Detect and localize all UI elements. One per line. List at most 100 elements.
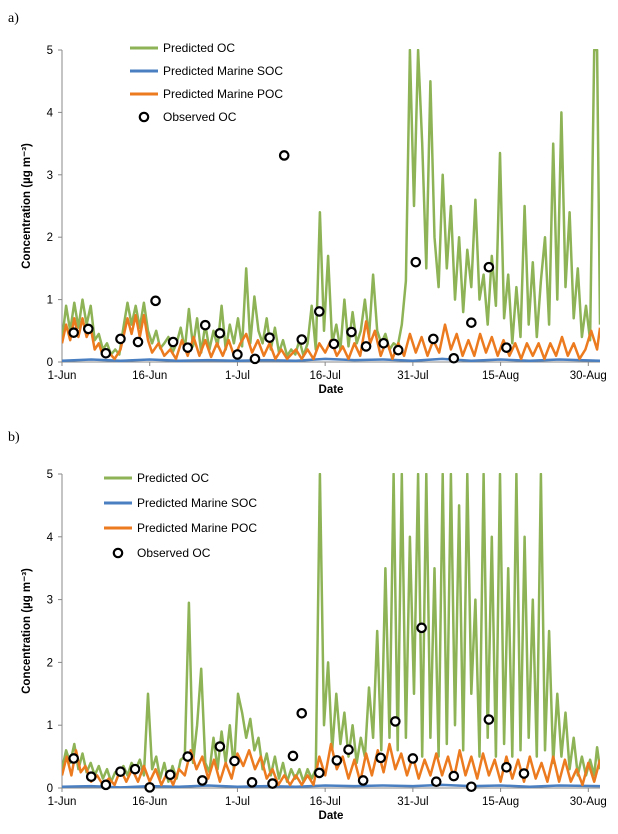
data-point-observed-oc: [328, 338, 340, 350]
data-point-observed-oc: [249, 353, 261, 365]
data-point-observed-oc: [68, 753, 79, 764]
data-point-observed-oc: [115, 333, 126, 345]
y-tick-label: 0: [47, 783, 53, 795]
chart-legend: Predicted OC Predicted Marine SOC Predicte…: [104, 471, 257, 560]
data-point-observed-oc: [501, 761, 512, 773]
data-point-observed-oc: [314, 767, 325, 779]
x-tick-label: 31-Jul: [397, 370, 428, 382]
x-axis-title: Date: [319, 810, 344, 822]
data-point-observed-oc: [346, 326, 357, 338]
series-line-predicted-oc: [62, 49, 600, 358]
y-tick-label: 2: [47, 657, 53, 669]
legend-marker-observed-oc: [138, 111, 150, 123]
legend-label: Predicted OC: [163, 41, 235, 55]
x-tick-label: 1-Jul: [225, 370, 250, 382]
x-tick-label: 31-Jul: [397, 796, 428, 808]
data-point-observed-oc: [331, 755, 343, 766]
x-tick-label: 16-Jul: [309, 796, 340, 808]
y-tick-label: 2: [47, 232, 53, 244]
x-tick-label: 30-Aug: [570, 370, 607, 382]
data-point-observed-oc: [390, 716, 401, 727]
chart-legend: Predicted OC Predicted Marine SOC Predicte…: [130, 41, 283, 124]
x-axis-title: Date: [319, 384, 344, 396]
data-point-observed-oc: [132, 336, 144, 348]
x-tick-label: 16-Jun: [132, 796, 167, 808]
y-tick-label: 3: [47, 595, 53, 607]
data-point-observed-oc: [182, 751, 194, 762]
data-point-observed-oc: [246, 777, 258, 788]
data-point-observed-oc: [360, 341, 372, 352]
data-point-observed-oc: [199, 319, 211, 331]
legend-label: Observed OC: [137, 546, 211, 560]
data-point-observed-oc: [150, 295, 161, 307]
series-observed-oc: [68, 622, 530, 793]
data-point-observed-oc: [392, 344, 404, 356]
legend-label: Predicted Marine SOC: [163, 64, 283, 78]
data-point-observed-oc: [428, 333, 439, 345]
x-tick-label: 15-Aug: [482, 796, 519, 808]
data-point-observed-oc: [296, 707, 308, 719]
data-point-observed-oc: [343, 744, 354, 755]
data-point-observed-oc: [378, 337, 389, 349]
y-tick-label: 4: [47, 107, 54, 119]
data-point-observed-oc: [448, 770, 460, 782]
x-tick-label: 15-Aug: [482, 370, 519, 382]
data-point-observed-oc: [229, 755, 240, 767]
series-observed-oc: [68, 150, 512, 365]
data-point-observed-oc: [129, 763, 141, 775]
data-point-observed-oc: [144, 782, 156, 793]
chart-panel-b: b) 0 1 2 3 4 5 1-Jun 16-Jun 1-Jul 16-Jul 31-Jul 15-A…: [8, 430, 607, 822]
data-point-observed-oc: [100, 347, 112, 359]
data-point-observed-oc: [375, 752, 387, 764]
y-tick-label: 4: [47, 532, 54, 544]
data-point-observed-oc: [416, 622, 427, 634]
data-point-observed-oc: [518, 768, 530, 779]
data-point-observed-oc: [214, 741, 226, 752]
data-point-observed-oc: [410, 256, 422, 268]
x-tick-label: 30-Aug: [570, 796, 607, 808]
data-point-observed-oc: [278, 150, 290, 161]
data-point-observed-oc: [232, 349, 243, 360]
data-point-observed-oc: [197, 775, 208, 786]
data-point-observed-oc: [296, 334, 308, 345]
y-tick-label: 3: [47, 170, 53, 182]
data-point-observed-oc: [448, 352, 460, 364]
x-tick-label: 16-Jun: [132, 370, 167, 382]
legend-label: Observed OC: [163, 110, 237, 124]
data-point-observed-oc: [430, 776, 442, 788]
data-point-observed-oc: [115, 766, 126, 777]
data-point-observed-oc: [314, 306, 325, 317]
y-tick-label: 5: [47, 469, 53, 481]
legend-label: Predicted Marine SOC: [137, 496, 257, 510]
data-point-observed-oc: [100, 779, 112, 791]
data-point-observed-oc: [214, 327, 226, 339]
data-point-observed-oc: [287, 750, 299, 762]
data-point-observed-oc: [85, 771, 97, 782]
data-point-observed-oc: [267, 778, 278, 789]
data-point-observed-oc: [182, 342, 194, 353]
data-point-observed-oc: [483, 261, 495, 273]
panel-label: a): [8, 11, 19, 26]
legend-label: Predicted OC: [137, 471, 209, 485]
y-tick-label: 1: [47, 295, 53, 307]
data-point-observed-oc: [164, 769, 176, 781]
data-point-observed-oc: [501, 342, 512, 353]
y-tick-label: 0: [47, 357, 53, 369]
y-axis-title: Concentration (µg m⁻³): [21, 143, 33, 269]
legend-label: Predicted Marine POC: [137, 521, 257, 535]
x-tick-label: 1-Jul: [225, 796, 250, 808]
data-point-observed-oc: [483, 714, 495, 725]
data-point-observed-oc: [466, 781, 477, 793]
series-line-predicted-marine-soc: [62, 357, 600, 362]
y-tick-label: 5: [47, 45, 53, 57]
panel-label: b): [8, 430, 20, 445]
data-point-observed-oc: [357, 775, 369, 786]
x-tick-label: 1-Jun: [48, 796, 77, 808]
legend-marker-observed-oc: [112, 547, 124, 559]
data-point-observed-oc: [466, 317, 477, 328]
x-tick-label: 1-Jun: [48, 370, 77, 382]
y-axis-title: Concentration (µg m⁻³): [21, 568, 33, 694]
x-tick-label: 16-Jul: [309, 370, 340, 382]
chart-panel-a: a) 0 1 2 3 4 5 1-Jun 16-Jun 1-Jul 16-Jul 31-Jul 15-A…: [8, 11, 607, 396]
